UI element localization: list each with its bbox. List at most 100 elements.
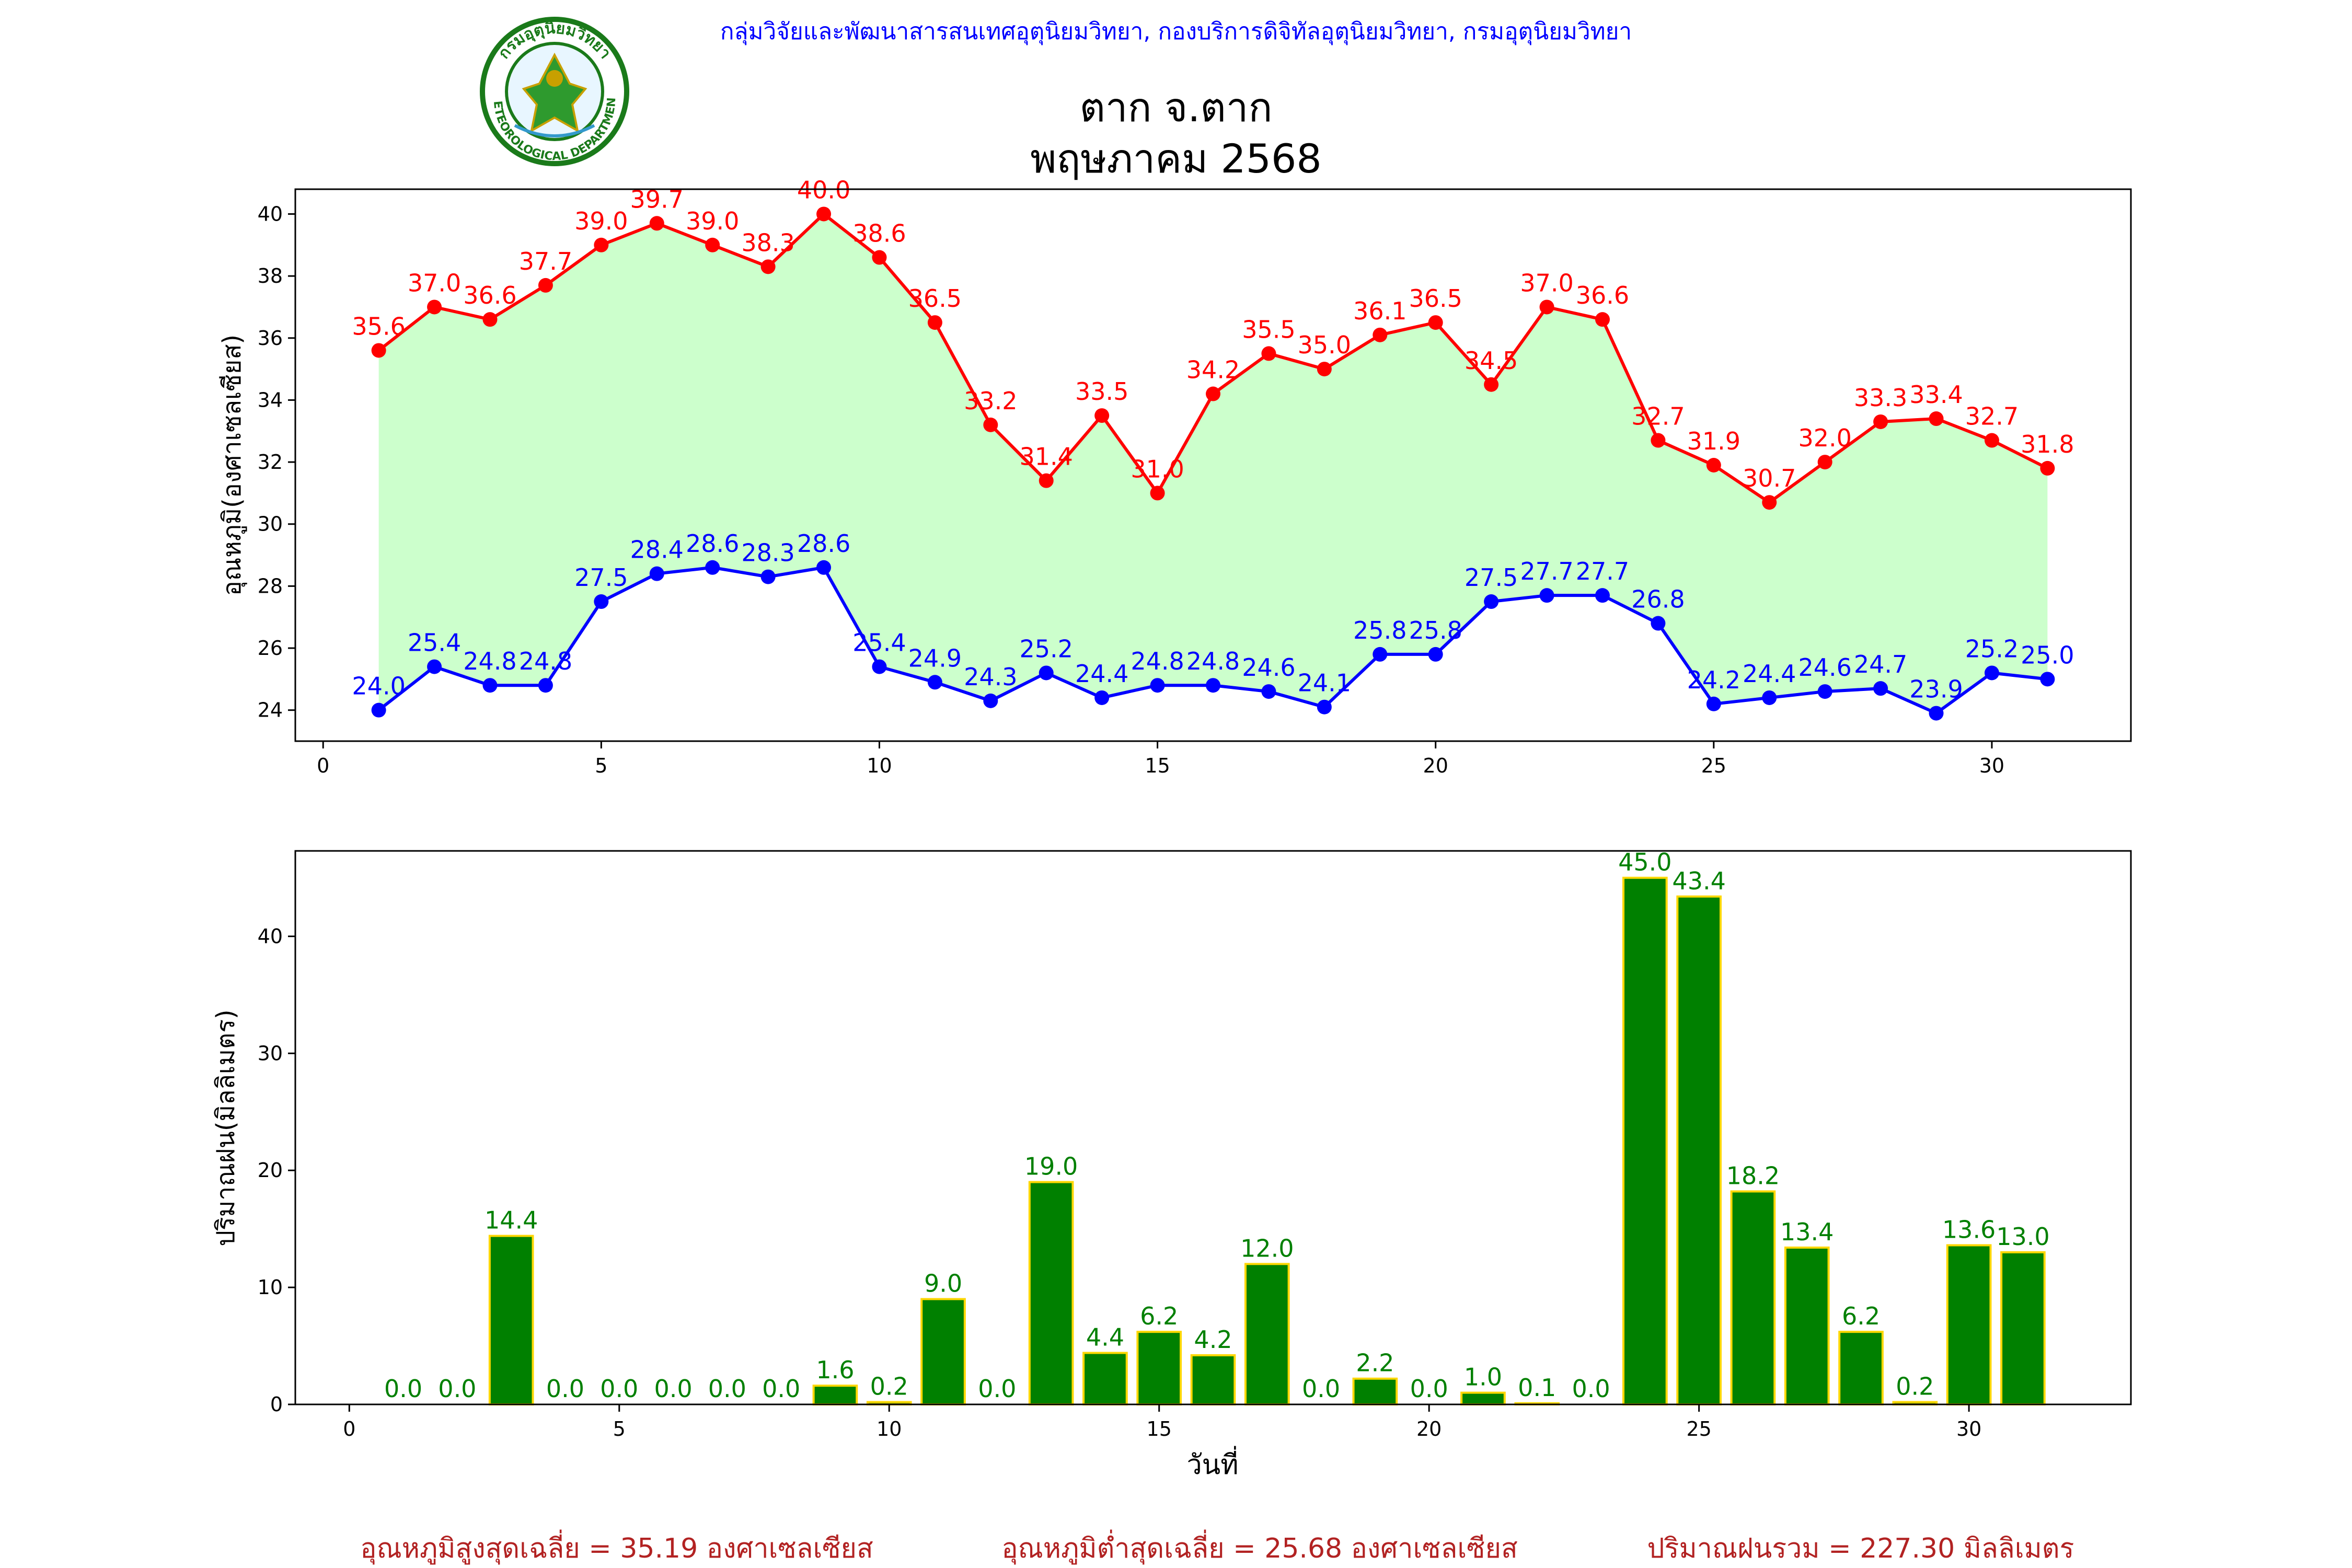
rainfall-data-label: 0.2 — [1896, 1373, 1934, 1401]
min-temperature-data-label: 24.7 — [1854, 650, 1907, 678]
rainfall-data-label: 2.2 — [1356, 1349, 1394, 1377]
max-temperature-point — [1929, 411, 1944, 426]
min-temperature-point — [1651, 616, 1666, 631]
max-temperature-point — [816, 206, 832, 222]
max-temperature-data-label: 31.8 — [2021, 430, 2074, 458]
max-temperature-point — [1428, 315, 1443, 330]
min-temperature-data-label: 25.8 — [1409, 616, 1462, 644]
min-temperature-point — [594, 594, 609, 609]
max-temperature-point — [1484, 377, 1499, 392]
rainfall-bar — [1460, 1391, 1506, 1406]
min-temperature-point — [1094, 690, 1110, 705]
max-temperature-point — [1595, 312, 1610, 327]
rainfall-panel: 0.0 0.0 14.4 0.0 0.0 0.0 0.0 0.0 1.6 0.2 9.0 0.0 19.… — [211, 848, 2132, 1481]
min-temperature-point — [1150, 678, 1165, 693]
rainfall-data-label: 12.0 — [1240, 1234, 1294, 1262]
min-temperature-data-label: 25.2 — [1965, 635, 2019, 663]
max-temperature-data-label: 38.6 — [852, 220, 906, 248]
min-temperature-point — [2040, 672, 2055, 687]
total-rainfall: ปริมาณฝนรวม = 227.30 มิลลิเมตร — [1647, 1533, 2074, 1564]
max-temperature-point — [1873, 414, 1888, 429]
max-temperature-data-label: 35.6 — [352, 312, 405, 340]
max-temperature-data-label: 39.0 — [686, 207, 739, 235]
rainfall-x-axis-label: วันที่ — [1186, 1446, 1238, 1481]
min-temperature-data-label: 27.7 — [1520, 557, 1573, 585]
min-temperature-point — [1039, 665, 1054, 681]
rainfall-data-label: 0.0 — [1302, 1375, 1340, 1403]
min-temperature-point — [1539, 588, 1554, 603]
rainfall-data-label: 0.1 — [1518, 1374, 1556, 1402]
min-temperature-point — [760, 569, 776, 584]
max-temperature-data-label: 35.5 — [1242, 315, 1295, 343]
rainfall-data-label: 4.2 — [1194, 1325, 1232, 1354]
min-temperature-point — [1206, 678, 1220, 693]
average-max-temperature: อุณหภูมิสูงสุดเฉลี่ย = 35.19 องศาเซลเซีย… — [360, 1529, 873, 1565]
max-temperature-data-label: 36.5 — [908, 284, 962, 313]
rainfall-data-label: 0.0 — [978, 1375, 1016, 1403]
min-temperature-data-label: 24.6 — [1242, 653, 1295, 682]
min-temperature-data-label: 27.5 — [1465, 563, 1518, 592]
max-temperature-point — [705, 237, 720, 252]
max-temperature-data-label: 36.6 — [1576, 281, 1629, 309]
min-temperature-data-label: 25.0 — [2021, 641, 2074, 669]
temperature-x-tick-label: 20 — [1423, 754, 1448, 777]
temperature-y-axis-label: อุณหภูมิ(องศาเซลเซียส) — [217, 335, 247, 596]
max-temperature-data-label: 33.4 — [1909, 381, 1963, 409]
temperature-y-tick-label: 38 — [258, 264, 283, 287]
min-temperature-point — [1317, 699, 1332, 714]
temperature-y-tick-label: 28 — [258, 574, 283, 597]
rainfall-data-label: 0.0 — [762, 1375, 800, 1403]
rainfall-data-label: 13.6 — [1942, 1216, 1996, 1244]
max-temperature-data-label: 34.5 — [1465, 347, 1518, 375]
max-temperature-data-label: 31.4 — [1020, 443, 1073, 471]
rainfall-data-label: 0.0 — [708, 1375, 746, 1403]
max-temperature-data-label: 33.2 — [964, 387, 1017, 415]
max-temperature-data-label: 36.1 — [1353, 297, 1406, 325]
min-temperature-data-label: 28.6 — [797, 529, 850, 558]
chart-title-month: พฤษภาคม 2568 — [1030, 135, 1322, 182]
max-temperature-point — [1317, 362, 1332, 377]
min-temperature-data-label: 24.4 — [1075, 660, 1128, 688]
rainfall-y-tick-label: 10 — [258, 1276, 283, 1299]
rainfall-data-label: 6.2 — [1842, 1302, 1880, 1330]
rainfall-x-tick-label: 5 — [613, 1417, 626, 1440]
max-temperature-data-label: 31.9 — [1687, 427, 1740, 455]
min-temperature-data-label: 25.2 — [1020, 635, 1073, 663]
min-temperature-data-label: 24.9 — [908, 644, 962, 672]
min-temperature-data-label: 28.6 — [686, 529, 739, 558]
min-temperature-point — [1595, 588, 1610, 603]
rainfall-data-label: 0.0 — [1410, 1375, 1448, 1403]
min-temperature-point — [1929, 706, 1944, 721]
rainfall-data-label: 0.0 — [384, 1375, 422, 1403]
max-temperature-point — [1039, 473, 1054, 488]
temperature-x-tick-label: 5 — [595, 754, 607, 777]
max-temperature-point — [482, 312, 498, 327]
temperature-x-tick-label: 15 — [1145, 754, 1170, 777]
min-temperature-point — [872, 659, 887, 674]
max-temperature-point — [649, 216, 664, 231]
min-temperature-data-label: 25.4 — [408, 629, 461, 657]
temperature-y-tick-label: 24 — [258, 699, 283, 722]
rainfall-bar — [1838, 1331, 1884, 1406]
rainfall-data-label: 4.4 — [1086, 1323, 1124, 1351]
max-temperature-data-label: 37.0 — [408, 269, 461, 297]
temperature-x-tick-label: 25 — [1701, 754, 1726, 777]
min-temperature-point — [1428, 647, 1443, 662]
max-temperature-data-label: 33.5 — [1075, 377, 1128, 406]
rainfall-data-label: 43.4 — [1672, 867, 1725, 895]
min-temperature-data-label: 24.8 — [463, 647, 516, 675]
max-temperature-data-label: 31.0 — [1131, 455, 1184, 483]
temperature-y-tick-label: 34 — [258, 388, 283, 411]
temperature-range-fill — [378, 214, 2048, 713]
rainfall-bar — [1082, 1352, 1128, 1405]
rainfall-bar — [1676, 895, 1722, 1405]
min-temperature-data-label: 24.8 — [519, 647, 572, 675]
max-temperature-point — [2040, 460, 2055, 476]
rainfall-data-label: 19.0 — [1024, 1152, 1078, 1181]
max-temperature-data-label: 30.7 — [1743, 464, 1796, 492]
rainfall-data-label: 1.6 — [816, 1356, 854, 1384]
max-temperature-point — [1094, 408, 1110, 423]
min-temperature-point — [1373, 647, 1388, 662]
max-temperature-point — [1150, 486, 1165, 501]
